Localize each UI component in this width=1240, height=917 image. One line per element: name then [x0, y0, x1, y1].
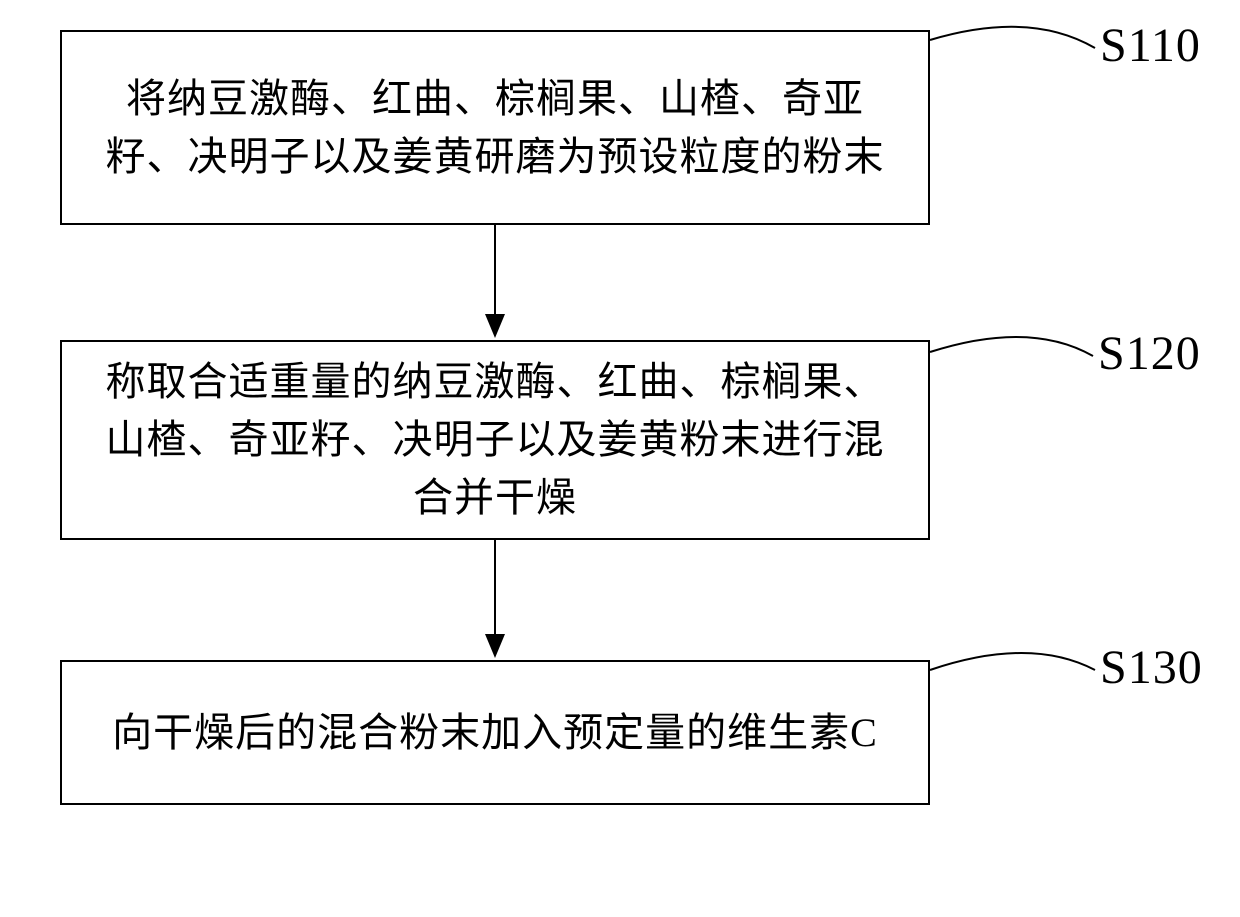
connector-curve-s130 — [0, 0, 1240, 760]
step-label-s130: S130 — [1100, 640, 1203, 695]
flowchart-canvas: 将纳豆激酶、红曲、棕榈果、山楂、奇亚籽、决明子以及姜黄研磨为预设粒度的粉末 S1… — [0, 0, 1240, 917]
